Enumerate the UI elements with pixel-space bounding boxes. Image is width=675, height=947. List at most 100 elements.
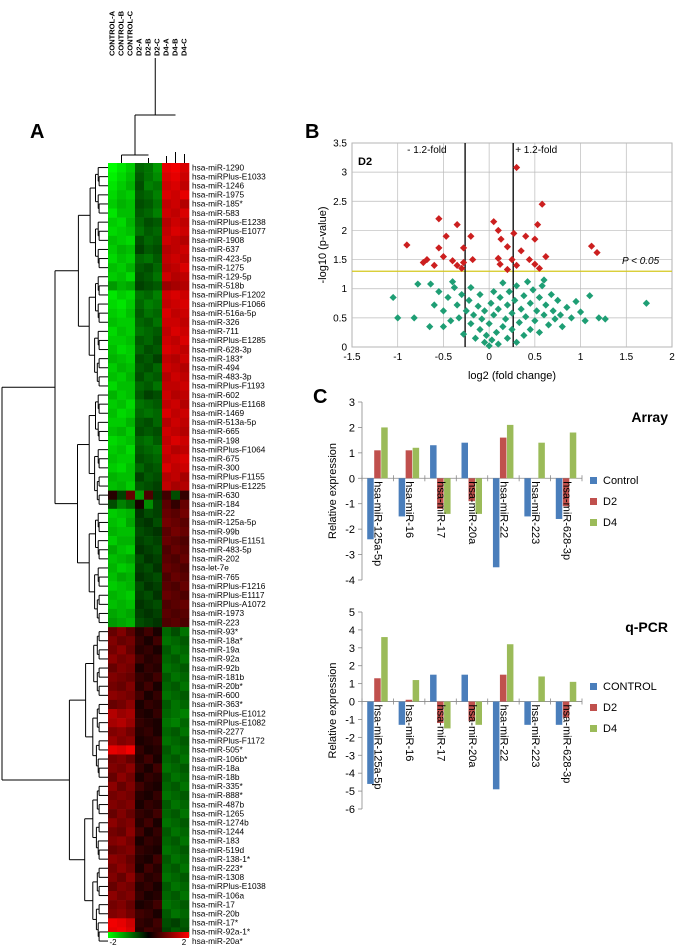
nonsignificant-point	[563, 303, 571, 311]
heatmap-cell	[162, 172, 172, 182]
heatmap-cell	[117, 472, 127, 482]
heatmap-cell	[117, 627, 127, 637]
heatmap-cell	[135, 836, 145, 846]
heatmap-cell	[126, 681, 136, 692]
row-label: hsa-miR-1274b	[192, 817, 249, 827]
heatmap-cell	[171, 663, 181, 673]
heatmap-cell	[144, 891, 154, 901]
heatmap-cell	[117, 554, 127, 564]
heatmap-cell	[162, 845, 172, 855]
heatmap-cell	[108, 818, 118, 828]
heatmap-cell	[144, 335, 154, 346]
heatmap-cell	[135, 254, 145, 264]
category-label: hsa-miR-223	[529, 481, 541, 544]
nonsignificant-point	[488, 336, 496, 344]
heatmap-cell	[126, 800, 136, 810]
heatmap-cell	[135, 654, 145, 664]
significant-point	[496, 260, 504, 268]
row-label: hsa-miR-18a	[192, 763, 240, 773]
heatmap-cell	[153, 690, 163, 701]
row-label: hsa-miR-183	[192, 836, 240, 846]
nonsignificant-point	[496, 293, 504, 302]
bar	[499, 437, 507, 479]
row-label: hsa-miR-1265	[192, 808, 244, 818]
heatmap-cell	[180, 472, 190, 482]
heatmap-cell	[144, 554, 154, 564]
heatmap-cell	[144, 781, 154, 792]
heatmap-cell	[108, 845, 118, 855]
heatmap-cell	[144, 517, 154, 528]
heatmap-cell	[135, 599, 145, 610]
bar	[562, 478, 570, 507]
heatmap-cell	[153, 590, 163, 601]
heatmap-cell	[162, 627, 172, 637]
heatmap-cell	[153, 399, 163, 409]
heatmap-cell	[171, 800, 181, 810]
heatmap-cell	[126, 645, 136, 655]
heatmap-cell	[171, 326, 181, 337]
heatmap-cell	[180, 172, 190, 182]
heatmap-cell	[162, 590, 172, 601]
heatmap-cell	[171, 654, 181, 664]
heatmap-cell	[117, 335, 127, 346]
heatmap-cell	[117, 490, 127, 500]
significant-point	[534, 221, 542, 229]
heatmap-cell	[162, 181, 172, 191]
heatmap-cell	[135, 354, 145, 364]
heatmap-cell	[171, 436, 181, 446]
heatmap-cell	[171, 199, 181, 209]
row-label: hsa-miR-19a	[192, 645, 240, 655]
heatmap-cell	[108, 244, 118, 255]
significant-point	[535, 264, 544, 272]
heatmap-cell	[144, 572, 154, 582]
heatmap-cell	[171, 845, 181, 855]
bar	[468, 701, 475, 722]
heatmap-cell	[180, 891, 190, 901]
heatmap-cell	[117, 590, 127, 601]
heatmap-cell	[162, 772, 172, 783]
row-label: hsa-miR-665	[192, 426, 240, 436]
heatmap-cell	[180, 254, 190, 264]
heatmap-cell	[135, 563, 145, 573]
heatmap-cell	[153, 181, 163, 191]
heatmap-cell	[144, 845, 154, 855]
nonsignificant-point	[389, 293, 397, 302]
heatmap-cell	[117, 745, 127, 755]
row-label: hsa-miR-628-3p	[192, 344, 252, 354]
heatmap-cell	[180, 335, 190, 346]
heatmap-cell	[117, 199, 127, 209]
heatmap-cell	[180, 618, 190, 628]
bar	[468, 478, 475, 502]
significant-point	[512, 261, 521, 269]
heatmap-cell	[135, 508, 145, 519]
significant-point	[442, 232, 450, 240]
heatmap-cell	[135, 918, 145, 928]
heatmap-cell	[126, 718, 136, 728]
heatmap-cell	[108, 208, 118, 218]
heatmap-cell	[171, 618, 181, 628]
heatmap-cell	[135, 481, 145, 491]
row-label: hsa-miR-1246	[192, 180, 244, 190]
heatmap-cell	[108, 408, 118, 419]
heatmap-cell	[126, 872, 136, 883]
significant-point	[419, 258, 427, 267]
heatmap-cell	[135, 781, 145, 792]
chart-title: q-PCR	[625, 619, 668, 635]
heatmap-cell	[180, 909, 190, 919]
heatmap-cell	[117, 763, 127, 773]
legend-swatch	[590, 519, 597, 526]
nonsignificant-point	[540, 276, 548, 284]
heatmap-cell	[144, 490, 154, 500]
heatmap-cell	[162, 472, 172, 482]
heatmap-cell	[153, 800, 163, 810]
bar	[538, 676, 545, 702]
heatmap-cell	[126, 545, 136, 555]
heatmap-cell	[180, 872, 190, 883]
heatmap-cell	[126, 190, 136, 200]
heatmap-cell	[144, 272, 154, 282]
heatmap-cell	[171, 645, 181, 655]
heatmap-cell	[126, 436, 136, 446]
heatmap-cell	[180, 290, 190, 300]
row-label: hsa-miR-505*	[192, 745, 243, 755]
legend-label: D2	[603, 496, 617, 508]
